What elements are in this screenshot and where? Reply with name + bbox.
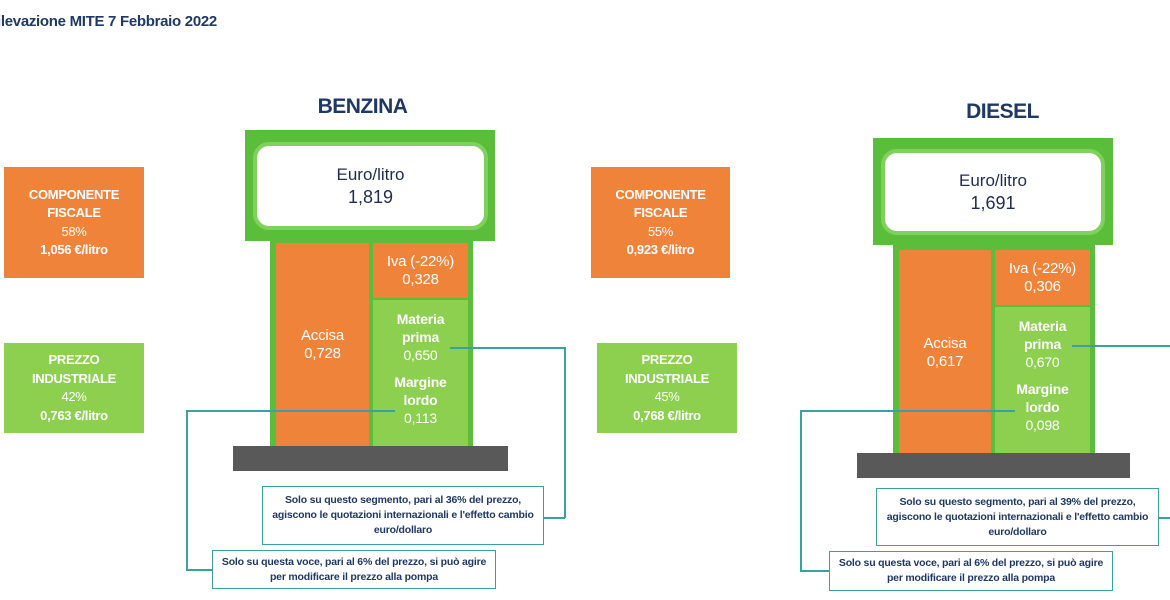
fiscal-percent: 58%	[61, 223, 87, 239]
iva-label: Iva (-22%)	[1008, 259, 1077, 277]
diesel-title: DIESEL	[966, 100, 1039, 123]
note-line-1: Solo su questa voce, pari al 6% del prez…	[221, 555, 487, 568]
connector-line	[187, 410, 395, 412]
note-line-3: euro/dollaro	[373, 524, 433, 536]
accisa-value: 0,728	[304, 345, 341, 362]
diesel-pump-base	[857, 453, 1130, 478]
benzina-fiscal-box: COMPONENTE FISCALE 58% 1,056 €/litro	[4, 167, 144, 278]
benzina-iva-segment: Iva (-22%) 0,328	[373, 243, 468, 298]
diesel-industrial-segment: Materia prima 0,670 Margine lordo 0,098	[995, 307, 1090, 455]
benzina-price-display: Euro/litro 1,819	[253, 142, 488, 230]
industrial-label-2: INDUSTRIALE	[31, 370, 117, 386]
materia-value: 0,650	[403, 347, 438, 363]
diesel-fiscal-box: COMPONENTE FISCALE 55% 0,923 €/litro	[591, 167, 730, 278]
margine-label-1: Margine	[1016, 381, 1069, 397]
connector-line	[543, 517, 565, 519]
margine-value: 0,113	[404, 410, 437, 426]
accisa-label: Accisa	[301, 327, 344, 344]
accisa-label: Accisa	[923, 334, 967, 352]
materia-label-1: Materia	[1018, 318, 1067, 334]
benzina-note-materia: Solo su questo segmento, pari al 36% del…	[262, 486, 544, 545]
connector-line	[800, 570, 830, 572]
diesel-iva-segment: Iva (-22%) 0,306	[995, 250, 1090, 305]
price-unit: Euro/litro	[958, 171, 1028, 190]
fiscal-label-2: FISCALE	[47, 205, 101, 220]
page-title: ilevazione MITE 7 Febbraio 2022	[0, 13, 217, 30]
note-line-1: Solo su questa voce, pari al 6% del prez…	[838, 557, 1104, 569]
materia-label-2: prima	[401, 329, 440, 345]
note-line-1: Solo su questo segmento, pari al 39% del…	[899, 495, 1136, 508]
benzina-industrial-box: PREZZO INDUSTRIALE 42% 0,763 €/litro	[4, 343, 144, 433]
materia-value: 0,670	[1025, 354, 1060, 370]
connector-line	[186, 569, 213, 571]
connector-line	[186, 410, 188, 570]
fiscal-amount: 1,056 €/litro	[40, 242, 108, 257]
connector-line	[1072, 345, 1170, 347]
industrial-label-1: PREZZO	[48, 352, 100, 367]
industrial-amount: 0,763 €/litro	[40, 407, 108, 423]
fiscal-amount: 0,923 €/litro	[626, 242, 695, 257]
margine-label-2: lordo	[403, 392, 438, 408]
price-value: 1,819	[347, 187, 394, 207]
diesel-industrial-box: PREZZO INDUSTRIALE 45% 0,768 €/litro	[597, 343, 737, 433]
fiscal-label-1: COMPONENTE	[615, 186, 706, 202]
diesel-note-margine: Solo su questa voce, pari al 6% del prez…	[829, 551, 1113, 591]
note-line-1: Solo su questo segmento, pari al 36% del…	[284, 494, 522, 506]
diesel-accisa-segment: Accisa 0,617	[899, 250, 991, 455]
materia-label-1: Materia	[396, 311, 445, 327]
connector-line	[801, 410, 1015, 412]
industrial-label-2: INDUSTRIALE	[624, 370, 710, 386]
industrial-percent: 42%	[61, 389, 87, 404]
materia-label-2: prima	[1023, 336, 1062, 352]
margine-value: 0,098	[1025, 417, 1060, 433]
iva-value: 0,328	[402, 270, 439, 288]
benzina-title: BENZINA	[317, 95, 408, 118]
fiscal-label-1: COMPONENTE	[28, 186, 120, 202]
note-line-2: per modificare il prezzo alla pompa	[886, 572, 1056, 584]
benzina-accisa-segment: Accisa 0,728	[276, 243, 369, 447]
benzina-note-margine: Solo su questa voce, pari al 6% del prez…	[212, 550, 496, 589]
note-line-2: per modificare il prezzo alla pompa	[269, 570, 439, 583]
note-line-2: agiscono le quotazioni internazionali e …	[886, 510, 1149, 523]
margine-label-1: Margine	[394, 374, 447, 390]
note-line-2: agiscono le quotazioni internazionali e …	[272, 509, 534, 521]
benzina-pump-base	[233, 446, 508, 471]
connector-line	[800, 410, 802, 571]
fiscal-label-2: FISCALE	[633, 205, 688, 220]
iva-label: Iva (-22%)	[386, 252, 455, 270]
margine-label-2: lordo	[1025, 399, 1060, 415]
iva-value: 0,306	[1024, 277, 1061, 295]
diesel-note-materia: Solo su questo segmento, pari al 39% del…	[876, 488, 1159, 546]
diesel-price-display: Euro/litro 1,691	[881, 149, 1105, 235]
benzina-industrial-segment: Materia prima 0,650 Margine lordo 0,113	[373, 300, 468, 447]
industrial-percent: 45%	[654, 389, 680, 404]
price-unit: Euro/litro	[336, 165, 405, 184]
accisa-value: 0,617	[926, 352, 964, 370]
industrial-label-1: PREZZO	[641, 352, 693, 367]
connector-line	[450, 347, 565, 349]
connector-line	[564, 347, 566, 518]
note-line-3: euro/dollaro	[988, 525, 1047, 538]
fiscal-percent: 55%	[647, 223, 674, 239]
industrial-amount: 0,768 €/litro	[633, 407, 701, 423]
price-value: 1,691	[970, 193, 1016, 213]
